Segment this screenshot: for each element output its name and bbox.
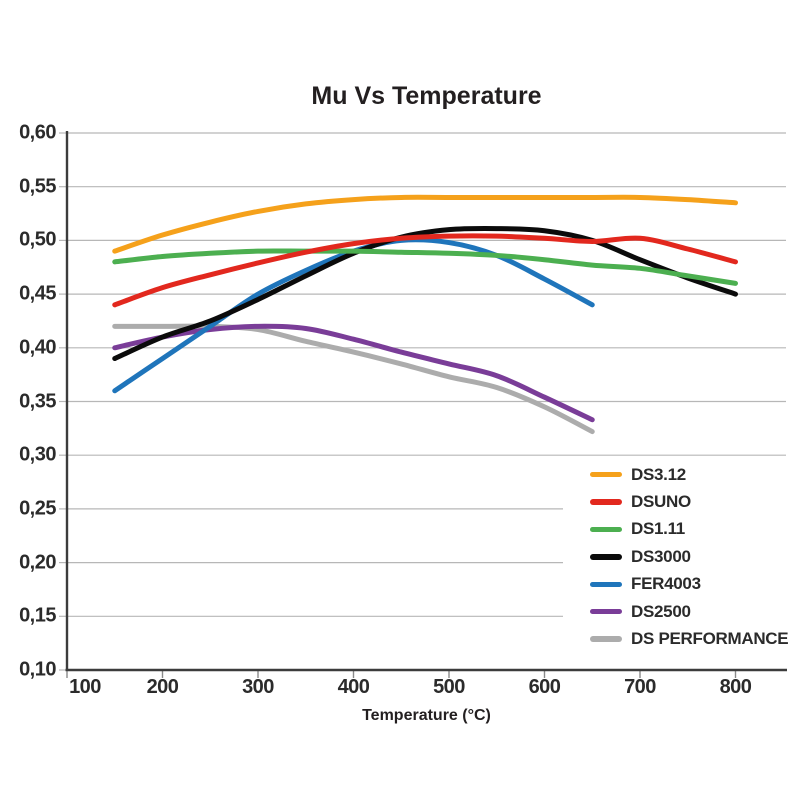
series-line-ds1-11 bbox=[112, 248, 738, 286]
legend-swatch bbox=[590, 471, 622, 478]
legend-label: DS2500 bbox=[631, 601, 691, 621]
x-tick-label: 600 bbox=[528, 676, 561, 698]
y-tick-label: 0,20 bbox=[19, 551, 56, 574]
legend-swatch bbox=[590, 581, 622, 587]
x-tick-label: 200 bbox=[146, 676, 179, 698]
legend-item: DS3.12 bbox=[563, 461, 789, 488]
legend-item: DS1.11 bbox=[563, 516, 789, 543]
y-tick-label: 0,15 bbox=[19, 604, 56, 627]
x-tick-label: 700 bbox=[624, 676, 656, 698]
y-tick-label: 0,35 bbox=[19, 390, 56, 412]
legend-swatch bbox=[590, 636, 622, 642]
y-tick-label: 0,30 bbox=[19, 443, 56, 466]
legend-swatch bbox=[590, 499, 622, 505]
legend-label: DS3000 bbox=[631, 546, 691, 566]
chart-title: Mu Vs Temperature bbox=[311, 82, 542, 110]
x-tick-label: 500 bbox=[433, 676, 465, 698]
x-tick-label: 300 bbox=[242, 676, 274, 698]
legend-swatch bbox=[590, 526, 622, 533]
legend-item: DSUNO bbox=[563, 488, 789, 515]
legend-swatch bbox=[590, 554, 622, 560]
x-tick-label: 400 bbox=[337, 676, 370, 698]
legend-label: DS1.11 bbox=[631, 519, 685, 539]
legend-item: FER4003 bbox=[563, 571, 789, 598]
x-tick-label: 100 bbox=[69, 676, 101, 698]
y-tick-label: 0,55 bbox=[19, 175, 56, 198]
legend-swatch bbox=[590, 608, 622, 615]
x-tick-label: 800 bbox=[719, 676, 752, 698]
legend-label: DS3.12 bbox=[631, 464, 686, 484]
series-line-fer4003 bbox=[112, 237, 595, 394]
legend-item: DS PERFORMANCE bbox=[563, 625, 789, 652]
x-axis-title: Temperature (°C) bbox=[362, 707, 491, 724]
legend-label: DS PERFORMANCE bbox=[631, 629, 789, 649]
y-tick-label: 0,25 bbox=[19, 497, 56, 520]
series-line-ds3000 bbox=[112, 225, 738, 362]
y-tick-label: 0,50 bbox=[19, 228, 56, 251]
series-line-ds2500 bbox=[112, 323, 595, 423]
legend: DS3.12 DSUNO DS1.11 DS3000 FER4003 DS2500 DS P… bbox=[563, 461, 789, 654]
legend-label: DSUNO bbox=[631, 492, 691, 512]
y-tick-label: 0,40 bbox=[19, 336, 56, 359]
y-tick-label: 0,10 bbox=[19, 658, 56, 681]
legend-item: DS3000 bbox=[563, 543, 789, 570]
y-tick-label: 0,60 bbox=[19, 121, 56, 144]
legend-label: FER4003 bbox=[631, 574, 701, 594]
legend-item: DS2500 bbox=[563, 598, 789, 625]
series-line-dsuno bbox=[112, 233, 738, 308]
series-line-ds3-12 bbox=[112, 194, 738, 254]
y-tick-label: 0,45 bbox=[19, 282, 56, 305]
